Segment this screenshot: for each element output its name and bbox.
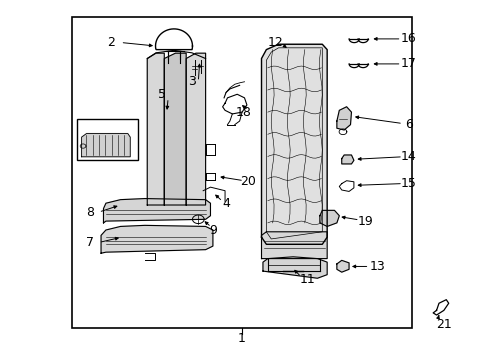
Text: 19: 19 [356,215,372,228]
Text: 6: 6 [404,118,412,131]
Text: 3: 3 [188,75,196,88]
Text: 21: 21 [435,318,451,331]
Polygon shape [186,53,205,205]
Text: 8: 8 [86,206,94,219]
Text: 15: 15 [400,177,416,190]
Polygon shape [263,257,326,278]
Polygon shape [336,260,348,272]
Bar [77,119,137,160]
Polygon shape [336,107,351,130]
Polygon shape [103,199,210,223]
Text: 16: 16 [400,32,416,45]
Text: 11: 11 [299,273,315,286]
Text: 14: 14 [400,150,416,163]
Text: 20: 20 [240,175,256,188]
Polygon shape [341,155,353,164]
Text: 12: 12 [267,36,283,49]
Polygon shape [261,44,326,244]
Polygon shape [101,225,212,253]
Text: 18: 18 [235,106,251,120]
Polygon shape [164,53,186,205]
Text: 10: 10 [94,131,110,144]
Text: 9: 9 [208,224,216,237]
Polygon shape [261,232,326,258]
Text: 17: 17 [400,57,416,71]
Text: 4: 4 [222,197,229,210]
Text: 13: 13 [368,260,385,273]
Text: 7: 7 [86,236,94,249]
Text: 2: 2 [107,36,115,49]
Polygon shape [81,134,130,157]
Bar [72,18,411,328]
Text: 5: 5 [158,88,165,101]
Polygon shape [319,210,339,226]
Polygon shape [147,53,164,205]
Text: 1: 1 [238,333,245,346]
